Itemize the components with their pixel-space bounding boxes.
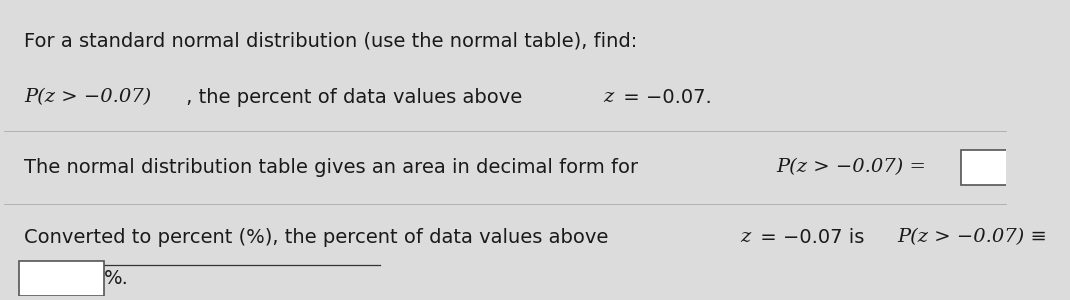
Text: Converted to percent (%), the percent of data values above: Converted to percent (%), the percent of… <box>25 228 615 247</box>
FancyBboxPatch shape <box>19 261 105 296</box>
Text: z: z <box>739 229 750 247</box>
Text: = −0.07.: = −0.07. <box>617 88 713 107</box>
Text: %.: %. <box>105 269 129 288</box>
Text: P(z > −0.07) =: P(z > −0.07) = <box>776 158 932 176</box>
Text: , the percent of data values above: , the percent of data values above <box>180 88 529 107</box>
Text: For a standard normal distribution (use the normal table), find:: For a standard normal distribution (use … <box>25 31 638 50</box>
Text: The normal distribution table gives an area in decimal form for: The normal distribution table gives an a… <box>25 158 644 177</box>
Text: z: z <box>603 88 613 106</box>
Text: P(z > −0.07) ≡: P(z > −0.07) ≡ <box>897 229 1048 247</box>
FancyBboxPatch shape <box>962 150 1046 185</box>
Text: = −0.07 is: = −0.07 is <box>754 228 871 247</box>
Text: P(z > −0.07): P(z > −0.07) <box>25 88 152 106</box>
